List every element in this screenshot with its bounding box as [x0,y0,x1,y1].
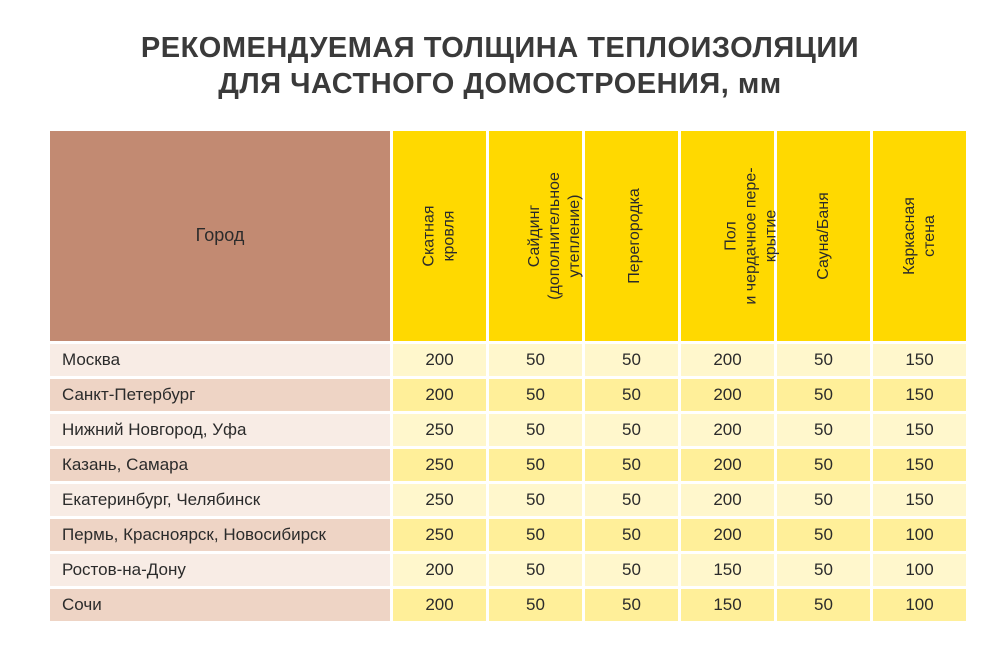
value-cell: 100 [873,554,966,586]
value-cell: 200 [681,414,774,446]
insulation-table: Город Скатнаякровля Сайдинг(дополнительное… [50,131,966,621]
value-cell: 200 [393,554,486,586]
value-cell: 50 [489,554,582,586]
value-cell: 50 [489,414,582,446]
city-cell: Сочи [50,589,390,621]
title-line-2: ДЛЯ ЧАСТНОГО ДОМОСТРОЕНИЯ, мм [218,68,782,100]
value-cell: 50 [777,554,870,586]
value-cell: 200 [393,589,486,621]
value-cell: 50 [777,519,870,551]
value-cell: 50 [585,344,678,376]
table-row: Екатеринбург, Челябинск250505020050150 [50,484,966,516]
value-cell: 100 [873,519,966,551]
table-row: Сочи200505015050100 [50,589,966,621]
value-cell: 50 [777,449,870,481]
value-cell: 50 [777,589,870,621]
column-header-label: Сауна/Баня [814,192,834,280]
value-cell: 150 [873,484,966,516]
value-cell: 150 [873,379,966,411]
value-cell: 50 [585,484,678,516]
value-cell: 100 [873,589,966,621]
city-cell: Екатеринбург, Челябинск [50,484,390,516]
column-header-label: Поли чердачное пере-крытие [722,167,782,304]
table-row: Казань, Самара250505020050150 [50,449,966,481]
table-row: Ростов-на-Дону200505015050100 [50,554,966,586]
table-row: Пермь, Красноярск, Новосибирск2505050200… [50,519,966,551]
city-cell: Ростов-на-Дону [50,554,390,586]
value-cell: 200 [681,379,774,411]
column-header-label: Скатнаякровля [420,205,460,266]
value-cell: 50 [585,379,678,411]
value-cell: 50 [585,449,678,481]
value-cell: 50 [489,484,582,516]
value-cell: 150 [873,449,966,481]
value-cell: 200 [393,344,486,376]
value-cell: 250 [393,484,486,516]
title-line-1: РЕКОМЕНДУЕМАЯ ТОЛЩИНА ТЕПЛОИЗОЛЯЦИИ [141,32,859,64]
city-cell: Казань, Самара [50,449,390,481]
city-cell: Нижний Новгород, Уфа [50,414,390,446]
city-cell: Санкт-Петербург [50,379,390,411]
value-cell: 50 [489,449,582,481]
value-cell: 50 [777,414,870,446]
value-cell: 50 [489,344,582,376]
value-cell: 150 [873,344,966,376]
city-cell: Пермь, Красноярск, Новосибирск [50,519,390,551]
value-cell: 50 [489,379,582,411]
column-header: Скатнаякровля [393,131,486,341]
value-cell: 250 [393,449,486,481]
value-cell: 50 [777,379,870,411]
value-cell: 50 [777,484,870,516]
value-cell: 250 [393,519,486,551]
value-cell: 50 [489,519,582,551]
table-row: Нижний Новгород, Уфа250505020050150 [50,414,966,446]
value-cell: 150 [873,414,966,446]
table-head: Город Скатнаякровля Сайдинг(дополнительное… [50,131,966,344]
column-header: Каркаснаястена [873,131,966,341]
value-cell: 50 [489,589,582,621]
table-row: Москва200505020050150 [50,344,966,376]
value-cell: 200 [681,344,774,376]
column-header-label: Сайдинг(дополнительноеутепление) [525,172,585,300]
page-title: РЕКОМЕНДУЕМАЯ ТОЛЩИНА ТЕПЛОИЗОЛЯЦИИ ДЛЯ … [50,30,950,103]
value-cell: 150 [681,554,774,586]
column-header: Перегородка [585,131,678,341]
city-cell: Москва [50,344,390,376]
value-cell: 50 [585,414,678,446]
column-header-label: Каркаснаястена [899,197,939,275]
value-cell: 250 [393,414,486,446]
value-cell: 200 [681,519,774,551]
table-container: РЕКОМЕНДУЕМАЯ ТОЛЩИНА ТЕПЛОИЗОЛЯЦИИ ДЛЯ … [0,0,1000,661]
column-header: Поли чердачное пере-крытие [681,131,774,341]
value-cell: 200 [393,379,486,411]
table-body: Москва200505020050150Санкт-Петербург2005… [50,344,966,621]
value-cell: 150 [681,589,774,621]
value-cell: 50 [585,589,678,621]
city-header: Город [50,131,390,341]
column-header: Сауна/Баня [777,131,870,341]
value-cell: 200 [681,484,774,516]
value-cell: 50 [777,344,870,376]
column-header: Сайдинг(дополнительноеутепление) [489,131,582,341]
table-row: Санкт-Петербург200505020050150 [50,379,966,411]
column-header-label: Перегородка [625,188,645,284]
value-cell: 200 [681,449,774,481]
value-cell: 50 [585,554,678,586]
value-cell: 50 [585,519,678,551]
